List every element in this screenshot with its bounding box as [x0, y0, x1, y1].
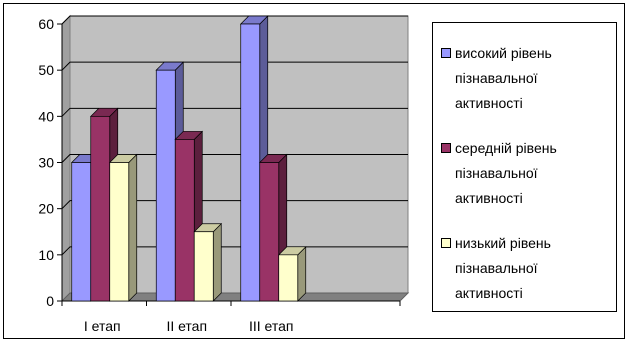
bar-high-1	[71, 162, 92, 302]
y-tick-label: 30	[38, 155, 54, 171]
bar-medium-2	[174, 139, 195, 302]
bar-low-1-side	[128, 153, 138, 302]
gridline	[61, 200, 408, 210]
chart-legend: високий рівень пізнавальної активності с…	[432, 22, 617, 312]
bar-high-2	[155, 69, 176, 302]
x-tick-label: I етап	[84, 318, 121, 334]
x-tick-label: II етап	[166, 318, 207, 334]
legend-swatch-high	[441, 48, 451, 58]
bar-low-2	[193, 231, 214, 302]
legend-swatch-medium	[441, 143, 451, 153]
gridline	[61, 15, 408, 25]
bar-low-1	[109, 162, 130, 302]
gridline	[61, 107, 408, 117]
bar-low-3	[278, 254, 299, 302]
y-tick-label: 40	[38, 108, 54, 124]
bar-low-3-side	[297, 245, 307, 302]
legend-item-medium: середній рівень пізнавальної активності	[441, 136, 612, 211]
x-tick-label: III етап	[249, 318, 294, 334]
y-tick-label: 50	[38, 62, 54, 78]
legend-label-medium: середній рівень пізнавальної активності	[455, 140, 557, 206]
legend-label-high: високий рівень пізнавальної активності	[455, 45, 552, 111]
gridline	[61, 154, 408, 163]
bar-medium-3	[259, 162, 280, 302]
bar-low-2-side	[212, 222, 222, 302]
bar-medium-1	[90, 115, 111, 302]
legend-swatch-low	[441, 238, 451, 248]
y-tick-label: 20	[38, 201, 54, 217]
legend-label-low: низький рівень пізнавальної активності	[455, 235, 551, 301]
y-tick-label: 10	[38, 247, 54, 263]
gridline	[61, 61, 408, 71]
bar-high-3	[240, 23, 261, 302]
legend-item-low: низький рівень пізнавальної активності	[441, 231, 612, 306]
y-tick-label: 0	[46, 293, 54, 309]
legend-item-high: високий рівень пізнавальної активності	[441, 41, 612, 116]
y-tick-label: 60	[38, 16, 54, 32]
